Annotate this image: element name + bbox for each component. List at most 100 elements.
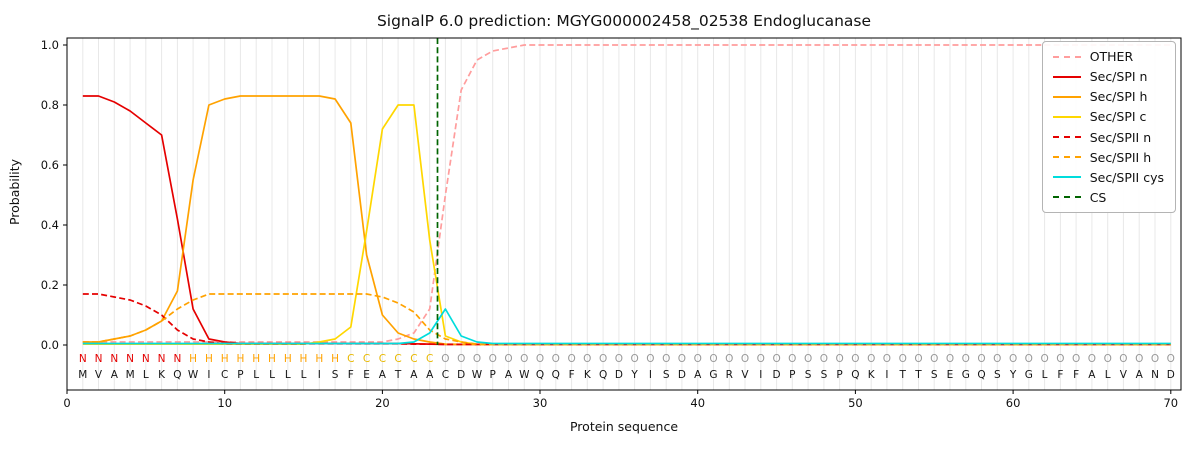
legend-entry-label: Sec/SPI c [1089, 109, 1147, 125]
residue-letter: T [394, 369, 402, 381]
residue-letter: A [111, 369, 119, 381]
residue-letter: W [519, 369, 530, 381]
region-letter: O [567, 353, 575, 365]
residue-letter: V [1120, 369, 1128, 381]
residue-letter: F [1073, 369, 1079, 381]
region-letter: O [678, 353, 686, 365]
residue-letter: I [207, 369, 210, 381]
residue-letter: G [709, 369, 717, 381]
residue-letter: S [805, 369, 812, 381]
x-tick-label: 0 [63, 396, 70, 410]
legend-entry-label: Sec/SPI n [1089, 69, 1148, 85]
region-letter: O [1009, 353, 1017, 365]
residue-letter: D [1167, 369, 1175, 381]
legend-entry-label: Sec/SPII cys [1089, 169, 1164, 185]
y-tick-label: 0.4 [41, 218, 59, 232]
residue-letter: A [379, 369, 387, 381]
y-tick-label: 1.0 [41, 38, 59, 52]
y-tick-label: 0.2 [41, 278, 59, 292]
region-letter: C [347, 353, 354, 365]
series-line-sec-spii-h [82, 293, 1171, 346]
region-letter: O [1167, 353, 1175, 365]
region-letter: H [252, 353, 260, 365]
region-letter: N [110, 353, 118, 365]
legend-entry-other: OTHER [1052, 49, 1164, 64]
residue-letter: E [363, 369, 370, 381]
series-line-other [82, 44, 1171, 343]
residue-letter: P [490, 369, 496, 381]
residue-letter: W [472, 369, 483, 381]
region-letter: C [363, 353, 370, 365]
region-letter: O [457, 353, 465, 365]
legend-line-sample [1052, 156, 1081, 159]
residue-letter: M [126, 369, 135, 381]
legend-line-sample [1052, 136, 1081, 139]
x-tick-label: 30 [533, 396, 548, 410]
legend-entry-label: Sec/SPII n [1089, 129, 1152, 145]
legend-entry-sec-spi-c: Sec/SPI c [1052, 109, 1164, 125]
residue-letter: A [505, 369, 513, 381]
residue-letter: L [1105, 369, 1111, 381]
residue-letter: F [569, 369, 575, 381]
residue-letter: T [898, 369, 906, 381]
legend-line-sample [1052, 95, 1081, 98]
region-letter: O [1104, 353, 1112, 365]
region-letter: O [694, 353, 702, 365]
residue-letter: A [694, 369, 702, 381]
region-letter: O [520, 353, 528, 365]
region-letter: O [930, 353, 938, 365]
region-letter: N [126, 353, 134, 365]
region-letter: H [284, 353, 292, 365]
residue-letter: V [95, 369, 103, 381]
residue-letter: N [1151, 369, 1159, 381]
region-letter: O [946, 353, 954, 365]
residue-letter: V [741, 369, 749, 381]
residue-letter: L [285, 369, 291, 381]
series-line-sec-spi-n [82, 95, 1171, 346]
y-tick-label: 0.6 [41, 158, 59, 172]
legend-entry-label: OTHER [1089, 49, 1134, 64]
residue-letter: Q [851, 369, 859, 381]
region-letter: O [820, 353, 828, 365]
region-letter: O [883, 353, 891, 365]
region-letter: O [867, 353, 875, 365]
residue-letter: S [332, 369, 339, 381]
residue-letter: S [994, 369, 1001, 381]
residue-letter: I [318, 369, 321, 381]
region-letter: O [1072, 353, 1080, 365]
region-letter: C [410, 353, 417, 365]
region-letter: O [1025, 353, 1033, 365]
region-letter: O [709, 353, 717, 365]
region-letter: H [221, 353, 229, 365]
region-letter: O [615, 353, 623, 365]
legend-entry-sec-spi-h: Sec/SPI h [1052, 90, 1164, 103]
region-letter: H [300, 353, 308, 365]
residue-letter: G [1025, 369, 1033, 381]
series-line-sec-spi-h [82, 95, 1171, 346]
residue-letter: Q [552, 369, 560, 381]
residue-letter: L [301, 369, 307, 381]
residue-letter: Y [1009, 369, 1017, 381]
legend-entry-sec-spii-cys: Sec/SPII cys [1052, 169, 1164, 185]
residue-letter: F [348, 369, 354, 381]
legend-entry-label: CS [1089, 189, 1107, 205]
residue-letter: A [410, 369, 418, 381]
residue-letter: S [821, 369, 828, 381]
residue-letter: Q [977, 369, 985, 381]
region-letter: O [1135, 353, 1143, 365]
region-letter: H [189, 353, 197, 365]
residue-letter: L [1042, 369, 1048, 381]
residue-letter: P [789, 369, 795, 381]
residue-letter: C [442, 369, 449, 381]
residue-letter: S [931, 369, 938, 381]
region-letter: O [473, 353, 481, 365]
residue-letter: Y [630, 369, 638, 381]
region-letter: O [804, 353, 812, 365]
region-letter: O [1151, 353, 1159, 365]
legend-entry-cs: CS [1052, 189, 1164, 205]
region-letter: O [646, 353, 654, 365]
series-line-sec-spi-c [82, 104, 1171, 346]
axes-box [66, 37, 1182, 391]
